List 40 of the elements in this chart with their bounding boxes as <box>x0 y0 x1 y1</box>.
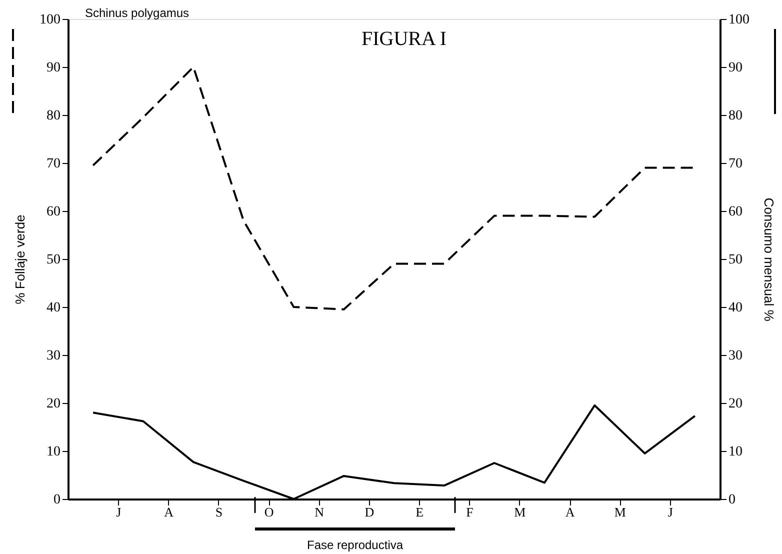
x-tick-label: S <box>215 504 223 520</box>
x-tick-label: N <box>314 504 325 520</box>
chart-title: FIGURA I <box>361 28 447 50</box>
y-tick-label: 30 <box>46 348 60 364</box>
y2-tick-label: 20 <box>728 396 742 412</box>
x-tick-label: F <box>466 504 474 520</box>
y-tick-label: 10 <box>46 444 60 460</box>
y-tick-label: 20 <box>46 396 60 412</box>
y2-tick-label: 30 <box>728 348 742 364</box>
x-tick-label: J <box>116 504 122 520</box>
y2-tick-label: 100 <box>728 12 750 28</box>
y-tick-label: 50 <box>46 252 60 268</box>
x-tick-label: M <box>514 504 526 520</box>
y2-tick-label: 10 <box>728 444 742 460</box>
annotation: Schinus polygamus <box>85 6 190 20</box>
y-tick-label: 70 <box>46 156 60 172</box>
x-tick-label: A <box>565 504 576 520</box>
y2-axis-title: Consumo mensual % <box>762 198 776 322</box>
y-tick-label: 40 <box>46 300 60 316</box>
y2-tick-label: 70 <box>728 156 742 172</box>
y-tick-label: 60 <box>46 204 60 220</box>
x-tick-label: E <box>416 504 424 520</box>
x-tick-label: D <box>364 504 374 520</box>
y-tick-label: 90 <box>46 60 60 76</box>
y2-tick-label: 40 <box>728 300 742 316</box>
x-tick-label: O <box>264 504 274 520</box>
y-axis-title: % Follaje verde <box>12 214 28 304</box>
x-tick-label: M <box>614 504 626 520</box>
y-tick-label: 100 <box>40 12 60 28</box>
y-tick-label: 0 <box>54 492 60 508</box>
text: Fase reproductiva <box>306 538 404 552</box>
x-tick-label: A <box>164 504 174 520</box>
y2-tick-label: 60 <box>728 204 742 220</box>
y2-tick-label: 80 <box>728 108 742 124</box>
y-tick-label: 80 <box>46 108 60 124</box>
y2-tick-label: 90 <box>728 60 742 76</box>
y2-tick-label: 50 <box>728 252 742 268</box>
y2-tick-label: 0 <box>728 492 736 508</box>
x-tick-label: J <box>668 504 673 520</box>
line-series <box>92 66 696 310</box>
